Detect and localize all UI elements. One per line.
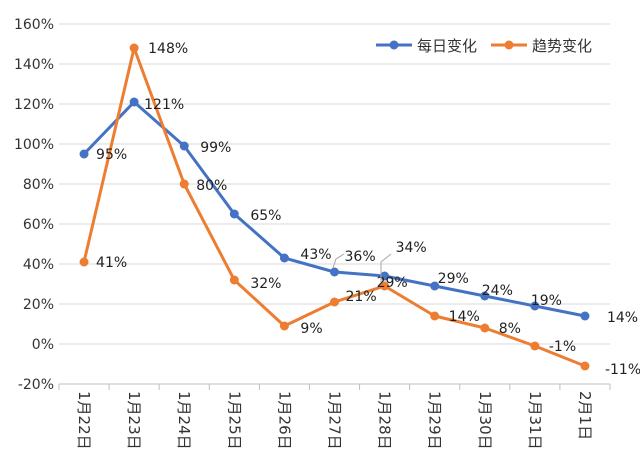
data-point (430, 311, 440, 321)
data-label: 80% (196, 178, 227, 194)
data-label: 65% (250, 208, 281, 224)
data-point (229, 209, 239, 219)
data-labels: 95% 121% 99% 65% 43% 36% 34% 29% 24% 19% 14% 41% 148… (96, 41, 640, 378)
gridlines (59, 23, 610, 385)
legend-marker (389, 40, 399, 50)
data-point (480, 291, 490, 301)
x-tick-label: 1月28日 (376, 391, 394, 450)
y-tick-label: 100% (14, 137, 54, 153)
x-axis: 1月22日 1月23日 1月24日 1月25日 1月26日 1月27日 1月28日 1月29日… (58, 383, 611, 450)
data-label: 95% (96, 147, 127, 163)
x-tick-label: 1月30日 (476, 391, 494, 450)
data-point (129, 97, 139, 107)
data-label: 34% (396, 240, 427, 256)
data-point (380, 271, 390, 281)
label-leader-line (380, 253, 392, 282)
legend-label: 趋势变化 (532, 37, 592, 55)
data-label: 24% (482, 283, 513, 299)
data-label: 36% (345, 249, 376, 265)
x-tick-label: 2月1日 (576, 391, 594, 440)
data-label: 19% (531, 293, 562, 309)
data-point (380, 281, 390, 291)
x-tick-label: 1月27日 (326, 391, 344, 450)
data-label: 41% (96, 255, 127, 271)
y-tick-label: 140% (14, 57, 54, 73)
data-point (580, 361, 590, 371)
data-point (279, 321, 289, 331)
data-point (179, 141, 189, 151)
series-points (79, 43, 590, 371)
data-label: 14% (607, 310, 638, 326)
y-tick-label: 40% (23, 257, 54, 273)
y-tick-label: 60% (23, 217, 54, 233)
label-leader-line (332, 253, 345, 269)
y-tick-label: 160% (14, 17, 54, 33)
data-label: 9% (300, 321, 322, 337)
x-tick-label: 1月24日 (175, 391, 193, 450)
data-label: 29% (438, 271, 469, 287)
x-tick-label: 1月25日 (225, 391, 243, 450)
data-point (279, 253, 289, 263)
data-point (330, 267, 339, 277)
data-point (129, 43, 139, 53)
data-point (79, 257, 89, 267)
y-tick-label: -20% (18, 377, 54, 393)
data-point (580, 311, 590, 321)
data-point (480, 323, 490, 333)
data-label: 43% (300, 247, 331, 263)
data-label: 148% (148, 41, 188, 57)
data-label: -1% (549, 339, 576, 355)
data-point (530, 341, 540, 351)
series-lines (82, 46, 586, 368)
data-label: 121% (144, 97, 184, 113)
series-line-2 (82, 46, 586, 368)
data-point (229, 275, 239, 285)
data-label: 14% (449, 309, 480, 325)
x-tick-label: 1月23日 (125, 391, 143, 450)
data-label: 32% (250, 276, 281, 292)
data-label: 29% (377, 275, 408, 291)
data-point (179, 179, 189, 189)
x-tick-label: 1月22日 (75, 391, 93, 450)
x-tick-label: 1月29日 (426, 391, 444, 450)
legend: 每日变化 趋势变化 (376, 37, 592, 55)
y-axis-ticks: 160% 140% 120% 100% 80% 60% 40% 20% 0% -20% (14, 17, 54, 393)
y-tick-label: 20% (23, 297, 54, 313)
data-point (330, 297, 339, 307)
y-tick-label: 120% (14, 97, 54, 113)
data-label: -11% (605, 362, 640, 378)
y-tick-label: 80% (23, 177, 54, 193)
y-tick-label: 0% (32, 337, 54, 353)
data-point (79, 149, 89, 159)
legend-label: 每日变化 (417, 37, 477, 55)
data-label: 8% (499, 321, 521, 337)
data-label: 21% (346, 289, 377, 305)
x-tick-label: 1月26日 (275, 391, 293, 450)
data-point (430, 281, 440, 291)
data-label: 99% (200, 140, 231, 156)
data-point (530, 301, 540, 311)
x-tick-label: 1月31日 (526, 391, 544, 450)
legend-marker (504, 40, 514, 50)
